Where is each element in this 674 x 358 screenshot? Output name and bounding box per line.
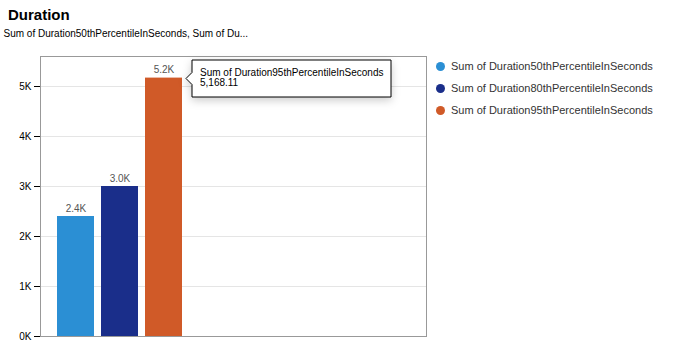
html-text:Sum of Duration80thPercentileI: Sum of Duration80thPercentileInSeconds	[451, 82, 653, 94]
html-text:Duration: Duration	[8, 6, 70, 23]
svg-text:2.4K: 2.4K	[66, 203, 87, 214]
html-text:Sum of Duration50thPercentileI: Sum of Duration50thPercentileInSeconds	[451, 60, 653, 72]
svg-text:0K: 0K	[19, 331, 32, 342]
svg-text:5.2K: 5.2K	[154, 64, 175, 75]
svg-text:5K: 5K	[19, 81, 32, 92]
svg-text:1K: 1K	[19, 281, 32, 292]
svg-text:3K: 3K	[19, 181, 32, 192]
svg-text:​Sum of Duration95thPercentile: ​Sum of Duration95thPercentileInSeconds​…	[200, 67, 383, 88]
svg-text:2K: 2K	[19, 231, 32, 242]
svg-text:4K: 4K	[19, 131, 32, 142]
html-text:Sum of Duration95thPercentileI: Sum of Duration95thPercentileInSeconds	[451, 104, 653, 116]
svg-text:Sum of Duration50thPercentileI: Sum of Duration50thPercentileInSeconds, …	[4, 28, 249, 39]
svg-text:3.0K: 3.0K	[110, 173, 131, 184]
